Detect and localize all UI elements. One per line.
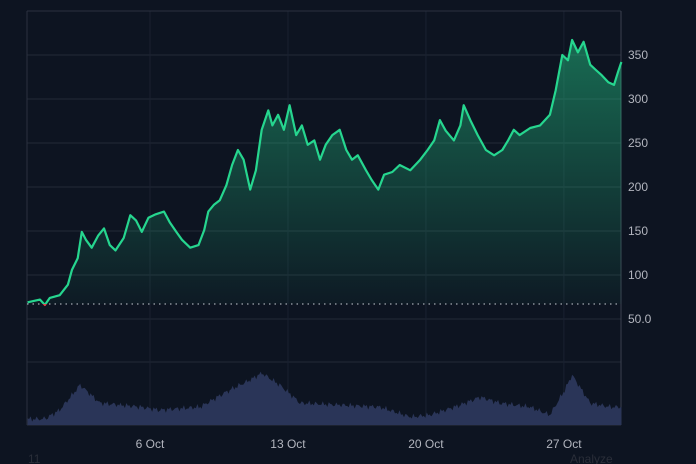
y-tick-label: 50.0 (628, 312, 652, 326)
footer-left-text: 11 (28, 452, 41, 464)
y-tick-label: 250 (628, 136, 648, 150)
x-tick-label: 13 Oct (270, 437, 306, 451)
volume-area (27, 371, 622, 425)
price-area-fill (27, 40, 622, 304)
y-axis[interactable]: 350 300 250 200 150 100 50.0 (628, 48, 652, 326)
y-tick-label: 300 (628, 92, 648, 106)
y-tick-label: 100 (628, 268, 648, 282)
y-tick-label: 150 (628, 224, 648, 238)
y-tick-label: 200 (628, 180, 648, 194)
y-tick-label: 350 (628, 48, 648, 62)
x-tick-label: 27 Oct (546, 437, 582, 451)
x-axis[interactable]: 6 Oct 13 Oct 20 Oct 27 Oct (136, 437, 583, 451)
x-tick-label: 6 Oct (136, 437, 165, 451)
price-line-up (27, 38, 623, 304)
x-tick-label: 20 Oct (408, 437, 444, 451)
analyze-link[interactable]: Analyze (570, 452, 613, 464)
